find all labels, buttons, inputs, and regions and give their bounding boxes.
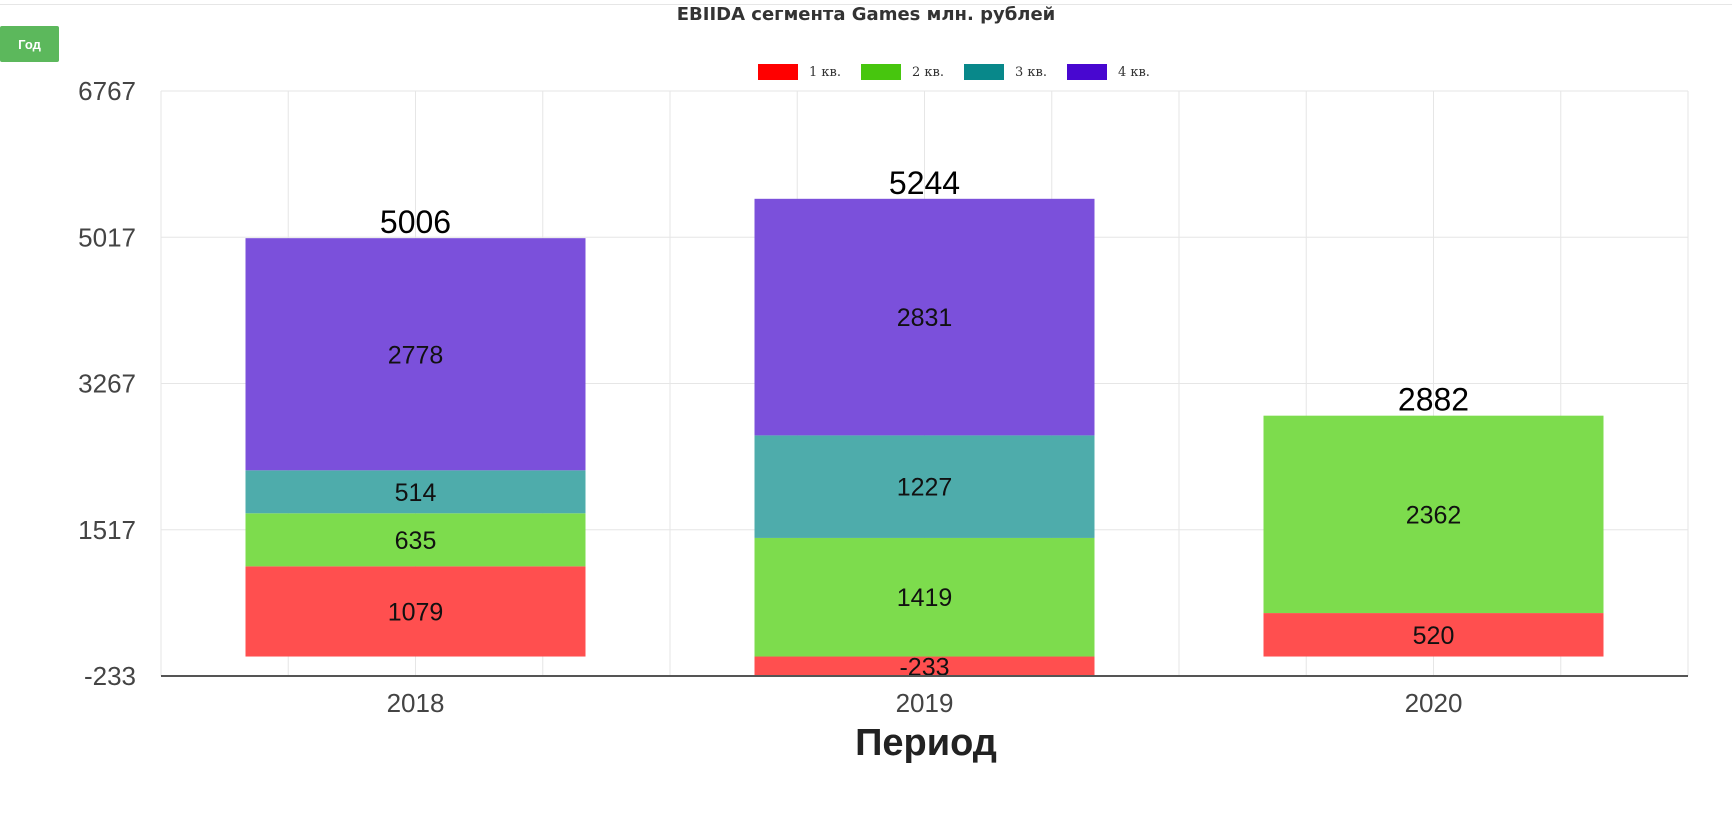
y-tick-label: -233 xyxy=(84,661,136,691)
bar-segment xyxy=(245,566,586,657)
bar-total-label: 5244 xyxy=(889,165,960,201)
bar-segment xyxy=(245,470,586,514)
legend-label-q4: 4 кв. xyxy=(1117,64,1150,80)
bar-segment xyxy=(245,238,586,471)
segment-value-label: 1227 xyxy=(897,474,953,502)
y-tick-label: 6767 xyxy=(78,76,136,106)
segment-value-label: 2831 xyxy=(897,304,953,332)
segment-value-label: 2778 xyxy=(388,341,444,369)
x-axis-title: Период xyxy=(855,722,997,764)
segment-value-label: 520 xyxy=(1413,622,1455,650)
chart-title: EBIIDA сегмента Games млн. рублей xyxy=(676,4,1056,25)
bar-total-label: 5006 xyxy=(380,204,451,240)
x-tick-label: 2020 xyxy=(1405,688,1463,718)
bar-segment xyxy=(754,537,1095,657)
segment-value-label: 1079 xyxy=(388,598,444,626)
legend-swatch-q1 xyxy=(758,64,798,80)
legend-item-q2[interactable]: 2 кв. xyxy=(860,64,944,80)
bar-segment xyxy=(1263,613,1604,657)
legend-swatch-q2 xyxy=(860,64,901,80)
chart-legend: 1 кв. 2 кв. 3 кв. 4 кв. xyxy=(758,62,1170,82)
legend-label-q2: 2 кв. xyxy=(911,64,944,80)
bar-segment xyxy=(1263,415,1604,614)
segment-value-label: 1419 xyxy=(897,584,953,612)
y-tick-label: 1517 xyxy=(78,515,136,545)
legend-swatch-q3 xyxy=(963,64,1004,80)
segment-value-label: 635 xyxy=(395,527,437,555)
legend-label-q1: 1 кв. xyxy=(809,64,841,80)
bar-segment xyxy=(754,435,1095,538)
y-tick-label: 5017 xyxy=(78,222,136,252)
bar-segment xyxy=(245,513,586,567)
bar-segment xyxy=(754,656,1095,676)
legend-item-q3[interactable]: 3 кв. xyxy=(963,64,1047,80)
y-tick-label: 3267 xyxy=(78,369,136,399)
legend-label-q3: 3 кв. xyxy=(1014,64,1047,80)
segment-value-label: -233 xyxy=(899,653,949,681)
x-tick-label: 2018 xyxy=(387,688,445,718)
x-tick-label: 2019 xyxy=(896,688,954,718)
legend-item-q1[interactable]: 1 кв. xyxy=(758,64,841,80)
legend-item-q4[interactable]: 4 кв. xyxy=(1066,64,1150,80)
legend-swatch-q4 xyxy=(1066,64,1107,80)
segment-value-label: 2362 xyxy=(1406,501,1462,529)
period-year-button[interactable]: Год xyxy=(0,26,59,62)
bar-total-label: 2882 xyxy=(1398,382,1469,418)
segment-value-label: 514 xyxy=(395,479,437,507)
bar-segment xyxy=(754,198,1095,436)
top-divider xyxy=(0,4,1732,5)
